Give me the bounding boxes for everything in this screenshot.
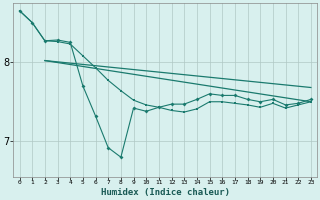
X-axis label: Humidex (Indice chaleur): Humidex (Indice chaleur) [101, 188, 230, 197]
